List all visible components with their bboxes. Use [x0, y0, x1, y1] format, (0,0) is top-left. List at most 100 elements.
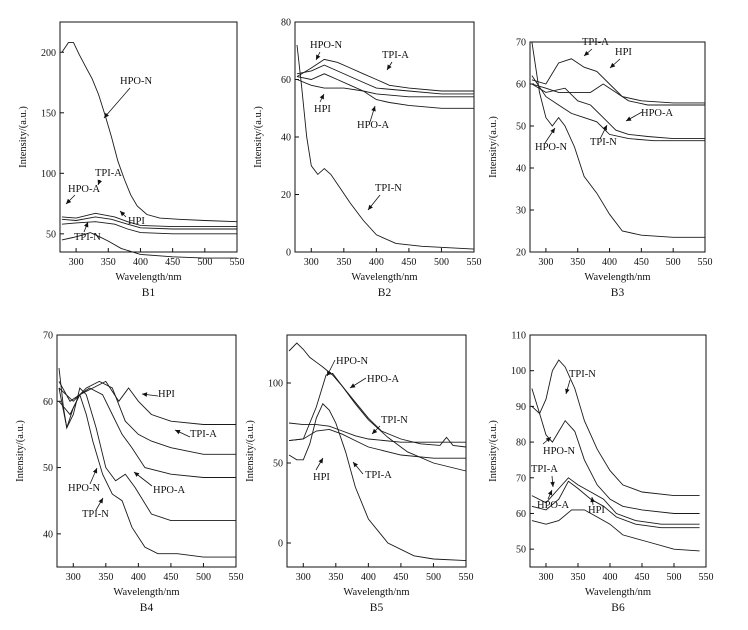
x-axis-label: Wavelength/nm [115, 272, 181, 283]
y-tick-label: 50 [516, 122, 526, 133]
panel-label: B2 [378, 287, 392, 299]
x-tick-label: 500 [196, 572, 211, 583]
x-tick-label: 350 [336, 257, 351, 268]
annotation-arrowhead [610, 62, 616, 68]
series-annotation-hpo-a: HPO-A [537, 500, 570, 511]
y-tick-label: 20 [516, 248, 526, 259]
annotation-arrowhead [175, 430, 181, 435]
plot-frame [59, 21, 238, 253]
series-line-tpi-a [296, 58, 474, 92]
annotation-arrowhead [66, 198, 72, 204]
y-tick-label: 90 [516, 402, 526, 413]
series-annotation-hpi: HPI [314, 104, 331, 115]
y-tick-label: 60 [516, 509, 526, 520]
series-annotation-tpi-a: TPI-A [582, 37, 609, 48]
series-line-tpi-n [61, 232, 237, 259]
series-annotation-hpo-n: HPO-N [543, 446, 576, 457]
series-annotation-tpi-n: TPI-N [375, 183, 402, 194]
series-annotation-hpo-n: HPO-N [68, 483, 101, 494]
plot-frame [529, 41, 706, 253]
series-annotation-tpi-a: TPI-A [531, 464, 558, 475]
series-annotation-tpi-n: TPI-N [569, 369, 596, 380]
y-tick-label: 60 [516, 80, 526, 91]
x-tick-label: 450 [634, 257, 649, 268]
series-annotation-tpi-n: TPI-N [381, 415, 408, 426]
x-tick-label: 550 [459, 572, 474, 583]
chart-panel-b5: 300 350 400 450 500 550 0 50 100 Wavelength/nm B5 I… [245, 334, 474, 614]
annotation-arrowhead [372, 428, 378, 434]
x-tick-label: 500 [426, 572, 441, 583]
series-line-tpi-n [58, 387, 236, 558]
x-tick-label: 400 [603, 572, 618, 583]
x-tick-label: 450 [401, 257, 416, 268]
series-annotation-hpo-a: HPO-A [367, 374, 400, 385]
x-tick-label: 450 [393, 572, 408, 583]
x-tick-label: 300 [296, 572, 311, 583]
series-annotation-tpi-a: TPI-A [365, 470, 392, 481]
y-tick-label: 70 [516, 473, 526, 484]
y-tick-label: 80 [516, 438, 526, 449]
series-line-hpi [531, 509, 700, 552]
series-line-tpi-a [531, 58, 705, 104]
x-tick-label: 500 [197, 257, 212, 268]
y-axis-label: Intensity/(a.u.) [18, 106, 29, 168]
series-line-hpi [58, 380, 236, 425]
y-tick-label: 110 [511, 331, 526, 342]
x-axis-label: Wavelength/nm [351, 272, 417, 283]
x-tick-label: 550 [698, 257, 713, 268]
annotation-arrowhead [565, 388, 570, 394]
panel-label: B1 [142, 287, 156, 299]
y-tick-label: 100 [41, 169, 56, 180]
x-tick-label: 350 [570, 257, 585, 268]
annotation-arrowhead [98, 498, 103, 504]
series-line-tpi-n [531, 359, 700, 497]
annotation-arrowhead [602, 125, 607, 131]
x-tick-label: 400 [602, 257, 617, 268]
x-axis-label: Wavelength/nm [113, 587, 179, 598]
y-tick-label: 50 [46, 229, 56, 240]
annotation-arrowhead [318, 458, 323, 464]
x-tick-label: 400 [369, 257, 384, 268]
series-line-hpi [288, 403, 467, 562]
annotation-arrowhead [350, 383, 356, 388]
series-line-hpo-a [296, 73, 474, 109]
annotation-arrowhead [84, 222, 89, 228]
y-tick-label: 50 [43, 463, 53, 474]
series-line-tpi-n [531, 75, 705, 142]
series-line-hpo-n [531, 41, 705, 238]
x-tick-label: 400 [131, 572, 146, 583]
panel-label: B3 [611, 287, 625, 299]
x-tick-label: 550 [467, 257, 482, 268]
y-axis-label: Intensity/(a.u.) [15, 420, 26, 482]
annotation-arrowhead [545, 437, 551, 442]
series-line-tpi-n [296, 44, 475, 250]
series-annotation-hpo-a: HPO-A [153, 485, 186, 496]
x-tick-label: 400 [133, 257, 148, 268]
annotation-arrowhead [97, 179, 102, 185]
plot-frame [529, 334, 707, 568]
annotation-arrowhead [353, 462, 358, 468]
y-tick-label: 70 [43, 331, 53, 342]
x-tick-label: 300 [66, 572, 81, 583]
plot-frame [286, 334, 467, 568]
y-axis-label: Intensity/(a.u.) [245, 420, 256, 482]
series-annotation-tpi-n: TPI-N [74, 232, 101, 243]
y-tick-label: 40 [281, 133, 291, 144]
y-tick-label: 0 [278, 539, 283, 550]
series-line-hpo-n [288, 342, 467, 448]
y-axis-label: Intensity/(a.u.) [488, 420, 499, 482]
y-tick-label: 80 [281, 18, 291, 29]
annotation-arrowhead [316, 54, 321, 60]
annotation-arrowhead [92, 468, 98, 474]
series-annotation-tpi-n: TPI-N [590, 137, 617, 148]
x-tick-label: 550 [230, 257, 245, 268]
series-line-tpi-a [288, 428, 466, 459]
series-annotation-hpi: HPI [588, 505, 605, 516]
series-line-hpo-a [531, 83, 705, 140]
series-annotation-tpi-n: TPI-N [82, 509, 109, 520]
y-tick-label: 70 [516, 38, 526, 49]
series-annotation-tpi-a: TPI-A [190, 429, 217, 440]
series-annotation-hpi: HPI [158, 389, 175, 400]
y-tick-label: 50 [273, 459, 283, 470]
